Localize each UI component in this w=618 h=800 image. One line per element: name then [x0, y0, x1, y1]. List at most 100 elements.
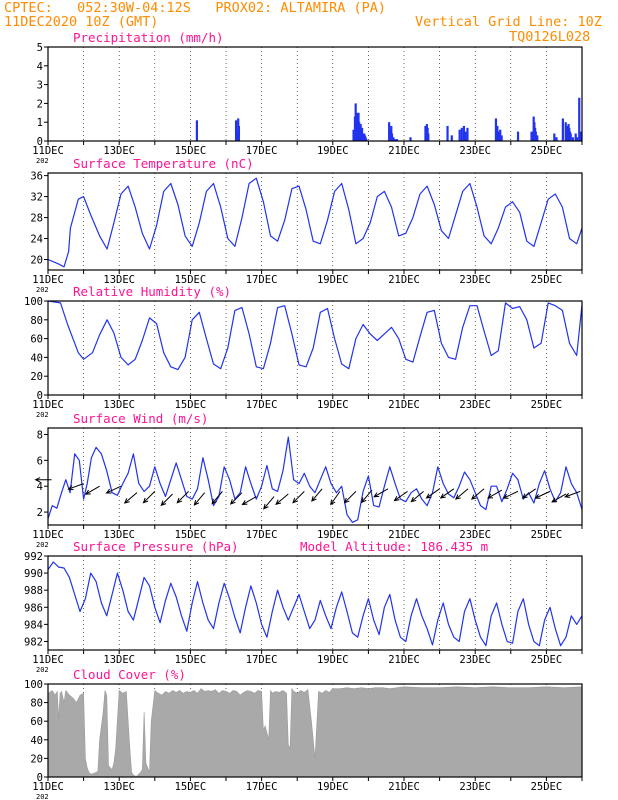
wind-arrow-icon	[34, 477, 52, 483]
temp-ytick-label: 36	[30, 171, 43, 183]
press-ytick-label: 992	[24, 551, 43, 563]
temp-xtick-label: 15DEC	[175, 274, 207, 286]
temp-xtick-label: 13DEC	[103, 274, 135, 286]
precip-bar	[234, 120, 238, 141]
wind-arrow-icon	[67, 483, 84, 491]
wind-arrow-icon	[211, 491, 223, 505]
precip-bar	[392, 137, 395, 141]
rh-xtick-label: 23DEC	[459, 399, 491, 411]
rh-year-label: 202	[36, 411, 49, 419]
press-xtick-label: 23DEC	[459, 654, 491, 666]
wind-arrow-icon	[454, 488, 469, 500]
press-xtick-label: 15DEC	[175, 654, 207, 666]
precip-bar	[494, 118, 498, 141]
cloud-series	[48, 686, 582, 777]
temp-ytick-label: 32	[30, 192, 43, 204]
cloud-ytick-label: 80	[30, 698, 43, 710]
wind-arrow-icon	[193, 492, 206, 506]
precip-frame	[47, 46, 583, 142]
precip-bar	[237, 125, 241, 141]
precip-bar	[530, 131, 533, 141]
precip-bar	[388, 122, 391, 141]
cloud-xtick-label: 11DEC	[32, 781, 64, 793]
precip-xtick-label: 15DEC	[175, 145, 207, 157]
wind-arrow-icon	[142, 491, 156, 504]
wind-xtick-label: 19DEC	[317, 529, 349, 541]
precip-bar	[536, 135, 539, 141]
temp-ytick-label: 28	[30, 213, 43, 225]
precip-xtick-label: 11DEC	[32, 145, 64, 157]
rh-ytick-label: 100	[24, 296, 43, 308]
wind-xtick-label: 15DEC	[175, 529, 207, 541]
temp-frame	[47, 172, 583, 271]
wind-arrow-icon	[84, 485, 100, 495]
temp-ytick-label: 24	[30, 234, 43, 246]
rh-ytick-label: 60	[30, 334, 43, 346]
wind-arrow-icon	[487, 489, 503, 499]
precip-xtick-label: 25DEC	[531, 145, 563, 157]
wind-xtick-label: 13DEC	[103, 529, 135, 541]
rh-xtick-label: 13DEC	[103, 399, 135, 411]
rh-xtick-label: 19DEC	[317, 399, 349, 411]
precip-bar	[500, 135, 503, 141]
temp-xtick-label: 21DEC	[388, 274, 420, 286]
precip-ytick-label: 3	[37, 80, 43, 92]
wind-arrow-icon	[160, 493, 173, 507]
precip-xtick-label: 19DEC	[317, 145, 349, 157]
precip-bar	[496, 125, 499, 141]
wind-arrow-icon	[470, 488, 485, 500]
precip-bar	[571, 137, 574, 141]
wind-arrow-icon	[123, 492, 138, 504]
cloud-ytick-label: 100	[24, 679, 43, 691]
precip-xtick-label: 17DEC	[246, 145, 278, 157]
header-grid-note: Vertical Grid Line: 10Z	[415, 14, 602, 30]
header-model-code: TQ0126L028	[509, 29, 591, 45]
precip-series	[195, 97, 582, 141]
cloud-year-label: 202	[36, 793, 49, 800]
cloud-xtick-label: 15DEC	[175, 781, 207, 793]
precip-bar	[569, 133, 572, 141]
wind-arrow-icon	[360, 489, 373, 504]
precip-bar	[561, 118, 564, 141]
pressure-model-altitude: Model Altitude: 186.435 m	[300, 539, 488, 554]
wind-ytick-label: 2	[37, 507, 43, 519]
rh-ytick-label: 20	[30, 371, 43, 383]
precip-bar	[462, 125, 466, 141]
wind-arrow-icon	[343, 491, 357, 504]
wind-arrow-icon	[330, 491, 341, 506]
wind-xtick-label: 21DEC	[388, 529, 420, 541]
precip-bar	[534, 131, 537, 141]
temp-xtick-label: 17DEC	[246, 274, 278, 286]
precip-bar	[579, 131, 582, 141]
cloud-ytick-label: 60	[30, 716, 43, 728]
wind-arrow-icon	[521, 488, 537, 499]
press-xtick-label: 11DEC	[32, 654, 64, 666]
precip-bar	[365, 139, 368, 141]
temp-line	[48, 177, 582, 268]
press-series	[48, 561, 582, 647]
cloud-xtick-label: 21DEC	[388, 781, 420, 793]
wind-ytick-label: 4	[37, 481, 43, 493]
wind-arrow-icon	[534, 490, 551, 499]
precip-bar	[553, 133, 556, 141]
wind-arrow-icon	[105, 485, 122, 494]
wind-arrow-icon	[410, 490, 424, 503]
wind-ytick-label: 6	[37, 455, 43, 467]
precip-xtick-label: 21DEC	[388, 145, 420, 157]
precip-bar	[497, 131, 500, 141]
wind-xtick-label: 25DEC	[531, 529, 563, 541]
press-ytick-label: 990	[24, 568, 43, 580]
cloud-title: Cloud Cover (%)	[73, 667, 186, 682]
rh-series	[48, 301, 582, 371]
wind-year-label: 202	[36, 541, 49, 549]
press-year-label: 202	[36, 666, 49, 674]
press-xtick-label: 19DEC	[317, 654, 349, 666]
cloud-ytick-label: 0	[37, 772, 43, 784]
wind-arrow-icon	[373, 488, 389, 498]
precip-bar	[395, 139, 399, 141]
wind-arrow-icon	[502, 490, 519, 499]
wind-arrow-icon	[241, 496, 257, 506]
cloud-ytick-label: 20	[30, 753, 43, 765]
wind-line	[48, 436, 582, 523]
precip-ytick-label: 2	[37, 98, 43, 110]
